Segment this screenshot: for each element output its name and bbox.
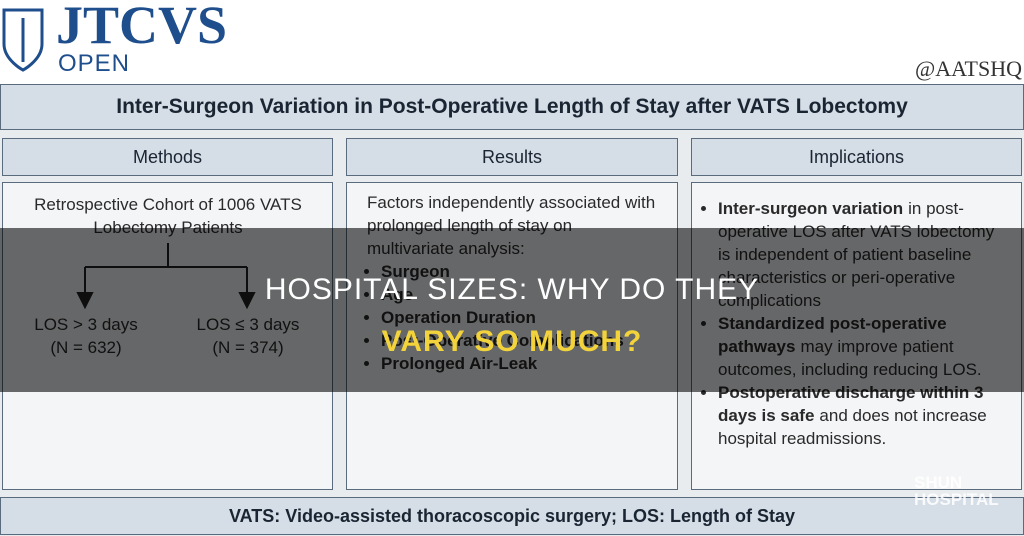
handle: @AATSHQ	[914, 56, 1022, 81]
overlay-line: HOSPITAL SIZES: WHY DO THEY	[264, 273, 760, 306]
title: Inter-Surgeon Variation in Post-Operativ…	[0, 84, 1024, 130]
watermark-text: SHUN	[914, 473, 963, 492]
results-heading: Results	[346, 138, 678, 176]
logo-emblem	[2, 8, 44, 72]
watermark-text: HOSPITAL	[914, 490, 999, 509]
point-strong: Inter-surgeon variation	[718, 199, 904, 218]
header: JTCVS OPEN @AATSHQ	[0, 0, 1024, 84]
point-text: and does not increase hospital readmissi…	[718, 406, 987, 448]
footer: VATS: Video-assisted thoracoscopic surge…	[0, 497, 1024, 535]
overlay-band	[0, 228, 1024, 392]
point: Postoperative discharge within 3 days is…	[718, 381, 1009, 450]
implications-heading: Implications	[691, 138, 1022, 176]
logo-sub: OPEN	[58, 50, 131, 77]
overlay-line: VARY SO MUCH?	[381, 325, 643, 358]
methods-heading: Methods	[2, 138, 333, 176]
watermark: SHUN HOSPITAL	[870, 474, 999, 508]
logo: JTCVS	[56, 0, 228, 55]
overlay-title: HOSPITAL SIZES: WHY DO THEY VARY SO MUCH…	[0, 264, 1024, 368]
